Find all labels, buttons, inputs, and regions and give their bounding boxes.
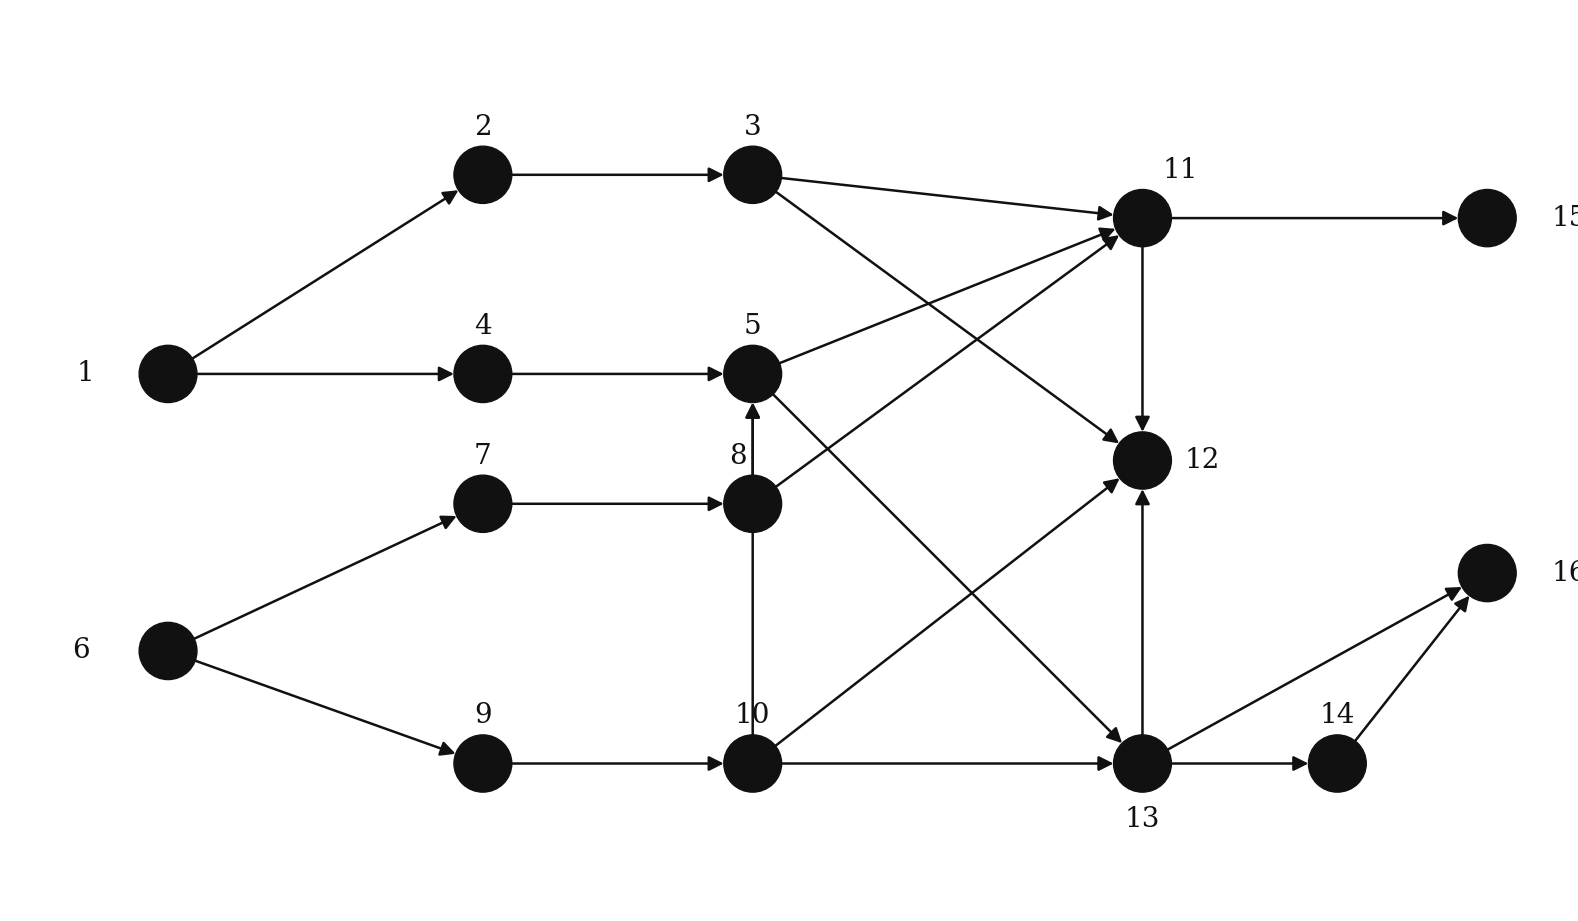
Ellipse shape — [1114, 432, 1171, 489]
Text: 12: 12 — [1185, 447, 1220, 474]
Ellipse shape — [454, 475, 511, 532]
Ellipse shape — [139, 623, 197, 680]
Text: 15: 15 — [1553, 204, 1578, 231]
Ellipse shape — [724, 475, 781, 532]
Ellipse shape — [724, 146, 781, 204]
Text: 6: 6 — [73, 637, 90, 664]
Text: 13: 13 — [1125, 806, 1160, 834]
Text: 9: 9 — [473, 703, 492, 729]
Text: 3: 3 — [743, 113, 762, 141]
Ellipse shape — [1458, 190, 1516, 247]
Ellipse shape — [454, 735, 511, 792]
Text: 5: 5 — [743, 313, 762, 340]
Text: 16: 16 — [1553, 560, 1578, 587]
Text: 10: 10 — [735, 703, 770, 729]
Ellipse shape — [724, 345, 781, 402]
Text: 4: 4 — [473, 313, 492, 340]
Text: 7: 7 — [473, 443, 492, 470]
Text: 8: 8 — [729, 443, 746, 470]
Text: 11: 11 — [1163, 157, 1198, 184]
Text: 1: 1 — [77, 360, 95, 388]
Ellipse shape — [1458, 544, 1516, 601]
Ellipse shape — [454, 146, 511, 204]
Ellipse shape — [1308, 735, 1367, 792]
Text: 2: 2 — [473, 113, 492, 141]
Ellipse shape — [139, 345, 197, 402]
Ellipse shape — [724, 735, 781, 792]
Ellipse shape — [454, 345, 511, 402]
Text: 14: 14 — [1319, 703, 1356, 729]
Ellipse shape — [1114, 735, 1171, 792]
Ellipse shape — [1114, 190, 1171, 247]
